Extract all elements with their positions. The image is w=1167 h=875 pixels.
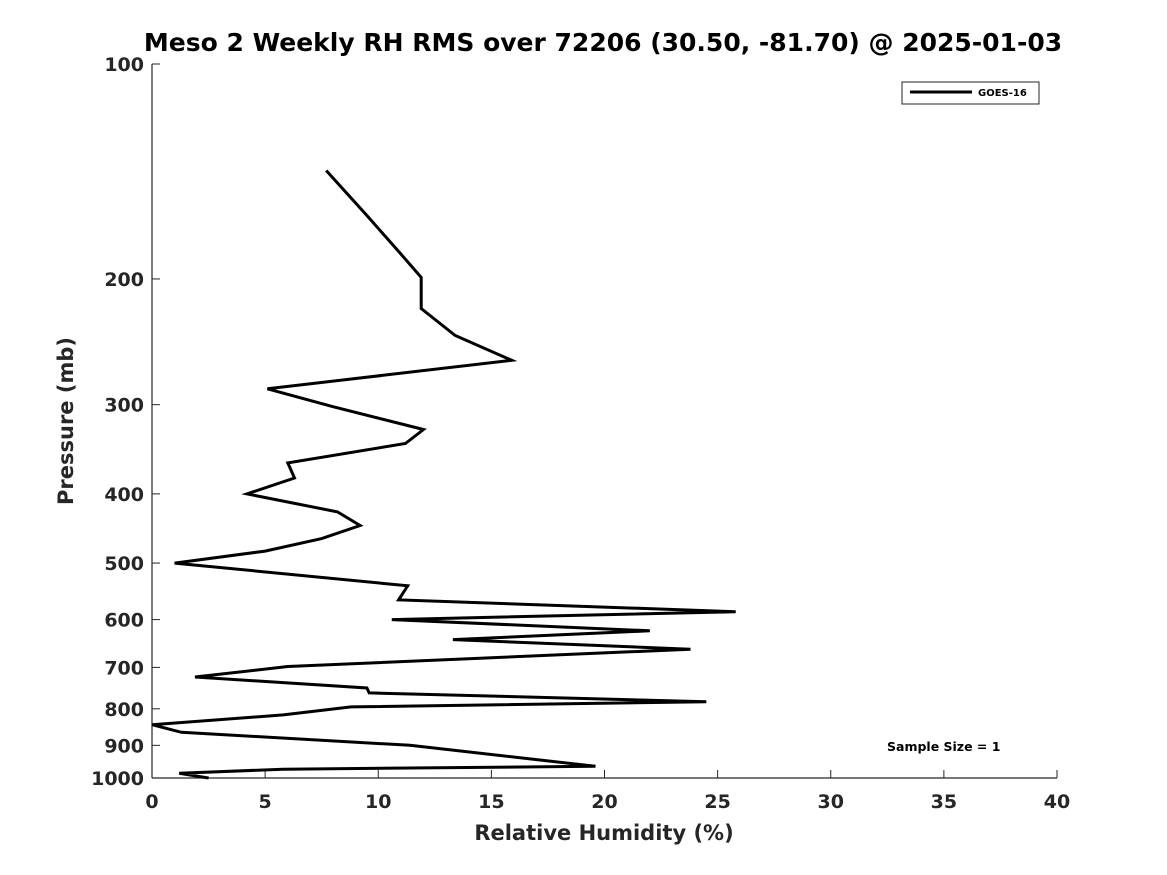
x-tick-label: 20 [591, 791, 617, 813]
y-tick-label: 300 [104, 395, 144, 417]
y-tick-label: 400 [104, 484, 144, 506]
x-axis-ticks: 0 5 10 15 20 25 30 35 40 [145, 770, 1070, 813]
y-tick-label: 100 [104, 54, 144, 76]
x-tick-label: 35 [931, 791, 957, 813]
x-tick-label: 40 [1044, 791, 1070, 813]
plot-area [151, 64, 1057, 779]
x-tick-label: 10 [365, 791, 391, 813]
x-tick-label: 15 [478, 791, 504, 813]
x-tick-label: 30 [818, 791, 844, 813]
y-axis-label: Pressure (mb) [54, 337, 78, 505]
y-tick-label: 900 [104, 735, 144, 757]
y-tick-label: 1000 [91, 768, 144, 790]
y-tick-label: 200 [104, 269, 144, 291]
x-tick-label: 25 [704, 791, 730, 813]
y-tick-label: 500 [104, 553, 144, 575]
chart-title: Meso 2 Weekly RH RMS over 72206 (30.50, … [144, 28, 1062, 57]
x-tick-label: 0 [145, 791, 158, 813]
legend-entry-goes16: GOES-16 [978, 88, 1027, 99]
series-line-goes16 [151, 169, 736, 780]
y-tick-label: 600 [104, 610, 144, 632]
x-axis-label: Relative Humidity (%) [474, 821, 733, 845]
y-tick-label: 700 [104, 657, 144, 679]
sample-size-annotation: Sample Size = 1 [887, 739, 1000, 754]
y-tick-label: 800 [104, 699, 144, 721]
y-axis-ticks: 100 200 300 400 500 600 700 800 900 1000 [91, 54, 160, 790]
legend: GOES-16 [901, 81, 1040, 105]
x-tick-label: 5 [259, 791, 272, 813]
